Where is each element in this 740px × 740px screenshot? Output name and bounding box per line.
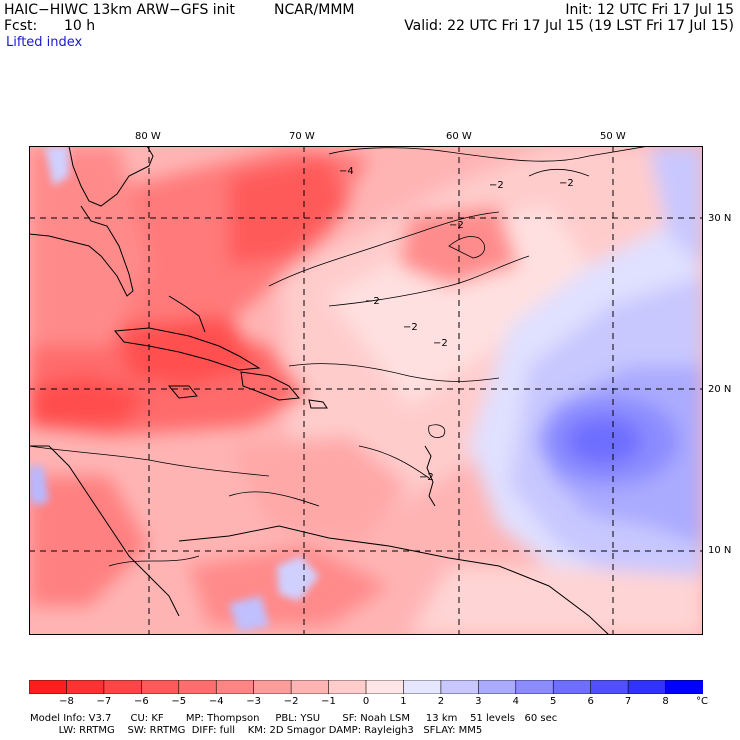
colorbar-swatch [552,680,592,694]
coastlines [29,146,610,635]
lifted-index-map: −2 −2 −2 −2 −2 −2 −2 −4 [29,146,703,635]
model-info-line1: Model Info: V3.7 CU: KF MP: Thompson PBL… [30,713,558,724]
fcst-value: 10 h [64,18,96,34]
colorbar-tick-label: 2 [437,696,445,707]
colorbar-tick-label: −1 [321,696,336,707]
contour-label: −2 [449,220,464,231]
init-time: Init: 12 UTC Fri 17 Jul 15 [565,2,734,18]
lon-label: 50 W [600,131,626,142]
colorbar-swatch [478,680,517,694]
colorbar-tick-label: −3 [246,696,262,707]
colorbar-swatch [141,680,180,694]
land-areas [29,146,319,632]
contour-label: −2 [489,180,504,191]
map-frame [29,146,703,635]
lat-label: 30 N [708,213,732,224]
colorbar-swatch [590,680,629,694]
model-title: HAIC−HIWC 13km ARW−GFS init [4,2,235,18]
colorbar-tick-label: −6 [133,696,149,707]
colorbar-tick-label: −4 [208,696,224,707]
colorbar-tick-label: 1 [400,696,407,707]
field-name: Lifted index [6,35,83,50]
colorbar-tick-label: 0 [362,696,370,707]
colorbar-tick-label: 6 [587,696,594,707]
contour-label: −2 [433,338,448,349]
colorbar-swatch [290,680,330,694]
colorbar-swatch [215,680,255,694]
colorbar-tick-label: 7 [624,696,632,707]
colorbar [29,680,703,694]
lat-label: 10 N [708,545,732,556]
colorbar-tick-label: −2 [283,696,299,707]
colorbar-swatch [66,680,105,694]
contour-label: −2 [365,296,380,307]
contour-label: −2 [403,322,418,333]
colorbar-tick-label: −7 [96,696,112,707]
colorbar-tick-label: 4 [512,696,519,707]
lon-label: 60 W [446,131,472,142]
colorbar-swatch [328,680,367,694]
lat-lon-grid [29,146,703,635]
contour-label: −2 [419,472,434,483]
org-label: NCAR/MMM [274,2,355,18]
lat-label: 20 N [708,384,732,395]
colorbar-swatch [178,680,218,694]
colorbar-swatch [627,680,667,694]
colorbar-tick-label: 8 [662,696,669,707]
colorbar-tick-label: −5 [171,696,187,707]
contour-label: −4 [339,166,354,177]
colorbar-swatch [103,680,143,694]
colorbar-tick-label: −8 [59,696,74,707]
colorbar-tick-label: 5 [550,696,557,707]
valid-time: Valid: 22 UTC Fri 17 Jul 15 (19 LST Fri … [404,18,734,34]
colorbar-swatch [253,680,292,694]
contour-lines [29,146,650,567]
contour-label: −2 [559,178,574,189]
colorbar-tick-label: 3 [475,696,482,707]
fcst-label: Fcst: [4,18,38,34]
colorbar-swatch [665,680,703,694]
colorbar-swatch [403,680,442,694]
model-info-line2: LW: RRTMG SW: RRTMG DIFF: full KM: 2D Sm… [30,725,483,736]
lon-label: 70 W [289,131,315,142]
lon-label: 80 W [135,131,161,142]
colorbar-swatch [29,680,68,694]
colorbar-swatch [515,680,555,694]
colorbar-unit: °C [696,696,708,707]
contour-label-group: −2 −2 −2 −2 −2 −2 −2 −4 [339,166,574,483]
colorbar-swatch [440,680,480,694]
colorbar-swatch [365,680,405,694]
